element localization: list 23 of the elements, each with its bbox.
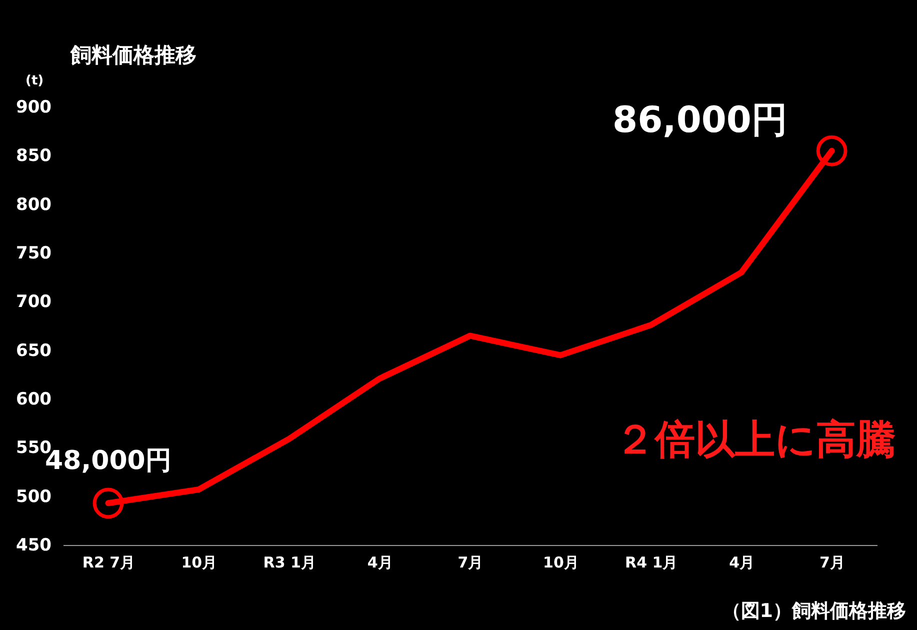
y-tick-label: 450	[16, 536, 52, 556]
y-tick-label: 850	[16, 146, 52, 166]
x-tick-label: 10月	[543, 554, 579, 572]
x-tick-label: 10月	[181, 554, 218, 572]
chart-title: 飼料価格推移	[70, 43, 197, 67]
annotation: 86,000円	[612, 100, 788, 141]
annotation: ２倍以上に高騰	[615, 417, 896, 463]
text: （図1）飼料価格推移	[722, 600, 906, 622]
x-tick-label: R2 7月	[82, 554, 136, 572]
y-axis-title: (t)	[26, 74, 44, 88]
x-tick-label: 4月	[367, 554, 393, 572]
y-tick-label: 800	[16, 194, 52, 215]
y-tick-label: 500	[16, 486, 52, 507]
y-tick-label: 650	[16, 340, 52, 361]
x-tick-label: 7月	[458, 554, 484, 572]
y-tick-label: 700	[16, 292, 52, 312]
x-tick-label: 4月	[729, 554, 755, 572]
x-tick-label: 7月	[820, 554, 845, 572]
y-tick-label: 600	[16, 390, 52, 410]
x-tick-label: R3 1月	[263, 554, 316, 572]
y-tick-label: 900	[16, 98, 52, 118]
x-tick-label: R4 1月	[625, 554, 678, 572]
y-tick-label: 750	[16, 244, 52, 264]
